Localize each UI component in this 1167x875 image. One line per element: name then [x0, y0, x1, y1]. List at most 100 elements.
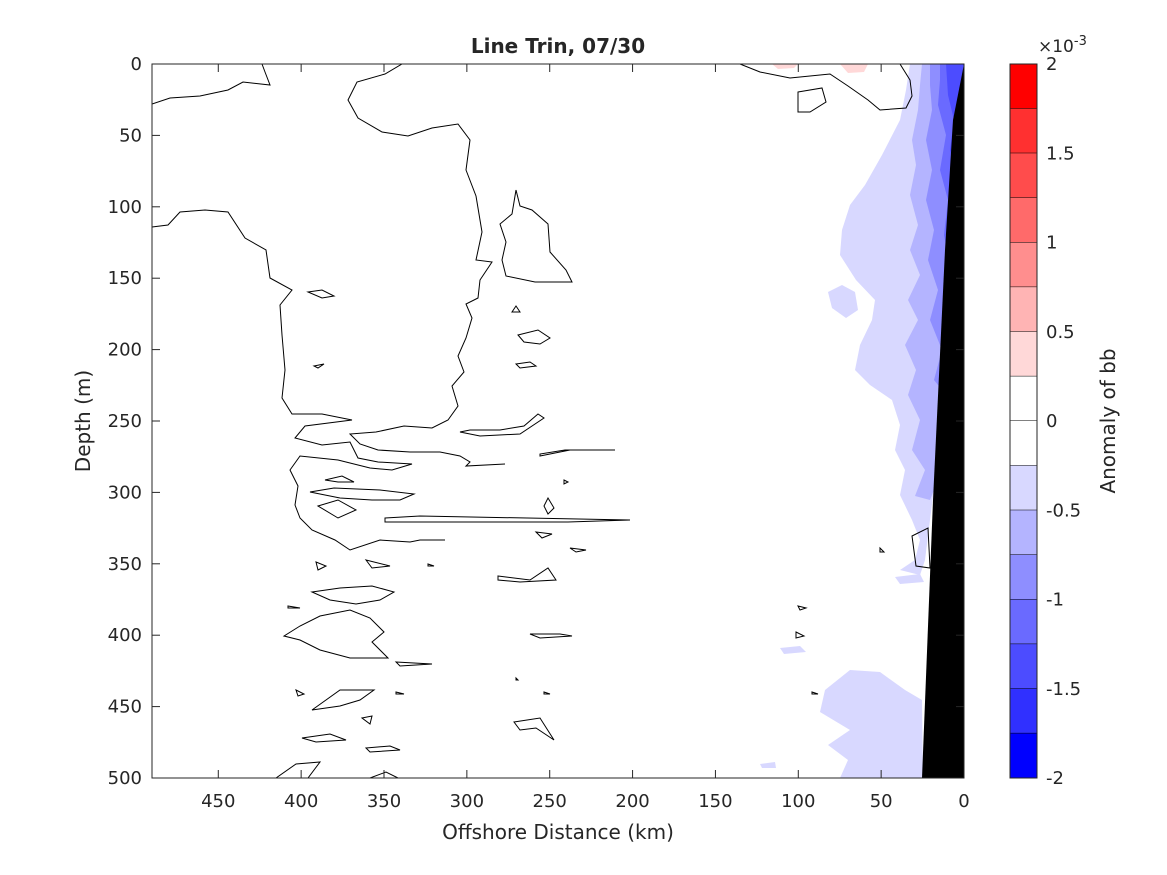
colorbar-swatch — [1010, 599, 1037, 645]
colorbar-swatch — [1010, 733, 1037, 778]
zero-contour — [569, 547, 587, 553]
zero-contour — [364, 745, 401, 753]
zero-contour — [364, 559, 391, 569]
x-tick-label: 350 — [367, 791, 401, 812]
zero-contour — [295, 689, 306, 697]
zero-contours — [152, 64, 931, 778]
contour-fill-plus-0.25-b — [840, 64, 868, 73]
colorbar-swatch — [1010, 197, 1037, 243]
zero-contour — [275, 761, 322, 778]
colorbar-exponent-power: -3 — [1074, 34, 1087, 49]
colorbar-swatch — [1010, 465, 1037, 511]
y-tick-label: 350 — [108, 554, 142, 575]
contour-fill-patch-5 — [760, 762, 776, 768]
colorbar — [1009, 63, 1038, 779]
colorbar-swatch — [1010, 376, 1037, 421]
zero-contour — [309, 487, 416, 501]
zero-contour — [282, 609, 390, 659]
x-tick-label: 100 — [781, 791, 815, 812]
zero-contour — [497, 567, 557, 583]
colorbar-swatch — [1010, 644, 1037, 689]
y-tick-label: 200 — [108, 340, 142, 361]
colorbar-swatch — [1010, 510, 1037, 555]
zero-contour — [301, 733, 347, 743]
zero-contour — [543, 496, 555, 515]
y-tick-label: 150 — [108, 268, 142, 289]
y-tick-label: 0 — [131, 54, 142, 75]
y-tick-label: 450 — [108, 697, 142, 718]
colorbar-tick-label: -2 — [1046, 768, 1064, 789]
colorbar-tick-label: -1 — [1046, 590, 1064, 611]
contour-fill-patch-3 — [780, 646, 806, 654]
zero-contour — [795, 631, 806, 639]
zero-contour — [811, 691, 819, 695]
zero-contour — [369, 771, 399, 778]
y-tick-label: 400 — [108, 625, 142, 646]
zero-contour — [879, 546, 886, 553]
zero-contour — [739, 64, 913, 111]
zero-contour — [427, 563, 435, 567]
zero-contour — [513, 717, 555, 741]
x-tick-label: 200 — [615, 791, 649, 812]
y-tick-label: 100 — [108, 197, 142, 218]
zero-contour — [395, 691, 405, 695]
zero-contour — [499, 189, 573, 283]
zero-contour — [459, 413, 545, 437]
zero-contour — [797, 605, 808, 611]
colorbar-tick-label: 2 — [1046, 54, 1057, 75]
zero-contour — [152, 64, 271, 105]
colorbar-exponent-base: ×10 — [1038, 37, 1074, 57]
x-tick-label: 400 — [284, 791, 318, 812]
y-tick-label: 300 — [108, 482, 142, 503]
contour-fills — [152, 64, 964, 778]
colorbar-tick-label: -1.5 — [1046, 679, 1081, 700]
chart-title: Line Trin, 07/30 — [471, 34, 645, 58]
plot-area — [151, 63, 965, 779]
zero-contour — [797, 87, 827, 113]
zero-contour — [360, 715, 373, 725]
zero-contour — [316, 499, 358, 519]
zero-contour — [310, 585, 396, 605]
colorbar-swatch — [1010, 688, 1037, 734]
zero-contour — [152, 209, 445, 551]
zero-contour — [911, 527, 931, 569]
zero-contour — [563, 479, 570, 485]
zero-contour — [306, 289, 336, 299]
colorbar-swatch — [1010, 287, 1037, 332]
colorbar-swatch — [1010, 242, 1037, 288]
colorbar-frame — [1009, 63, 1038, 779]
y-axis-label: Depth (m) — [71, 370, 95, 472]
colorbar-tick-label: 0.5 — [1046, 322, 1075, 343]
contour-fill-patch-2 — [820, 670, 923, 778]
y-axis: 0 50 100 150 200 250 300 350 400 450 500 — [108, 54, 964, 789]
zero-contour — [529, 633, 573, 639]
x-tick-label: 450 — [201, 791, 235, 812]
zero-contour — [347, 64, 506, 467]
colorbar-swatch — [1010, 153, 1037, 198]
colorbar-tick-label: -0.5 — [1046, 500, 1081, 521]
zero-contour — [543, 691, 551, 695]
x-tick-label: 0 — [958, 791, 969, 812]
colorbar-swatch — [1010, 64, 1037, 109]
contour-fill-plus-0.25-a — [772, 64, 798, 69]
colorbar-label: Anomaly of bb — [1096, 348, 1120, 493]
x-axis-label: Offshore Distance (km) — [442, 820, 674, 844]
colorbar-tick-label: 0 — [1046, 411, 1057, 432]
zero-contour — [287, 605, 301, 609]
colorbar-swatch — [1010, 554, 1037, 600]
x-axis: 450 400 350 300 250 200 150 100 50 0 — [201, 64, 970, 812]
zero-contour — [539, 449, 615, 457]
colorbar-swatch — [1010, 331, 1037, 377]
colorbar-swatch — [1010, 421, 1037, 466]
x-tick-label: 250 — [533, 791, 567, 812]
colorbar-tick-label: 1.5 — [1046, 143, 1075, 164]
zero-contour — [514, 361, 538, 369]
y-tick-label: 50 — [119, 125, 142, 146]
zero-contour — [315, 561, 328, 571]
y-tick-label: 500 — [108, 768, 142, 789]
zero-contour — [515, 676, 520, 681]
colorbar-ticks: 2 1.5 1 0.5 0 -0.5 -1 -1.5 -2 — [1046, 54, 1081, 789]
x-tick-label: 50 — [870, 791, 893, 812]
plot-background — [152, 64, 964, 778]
